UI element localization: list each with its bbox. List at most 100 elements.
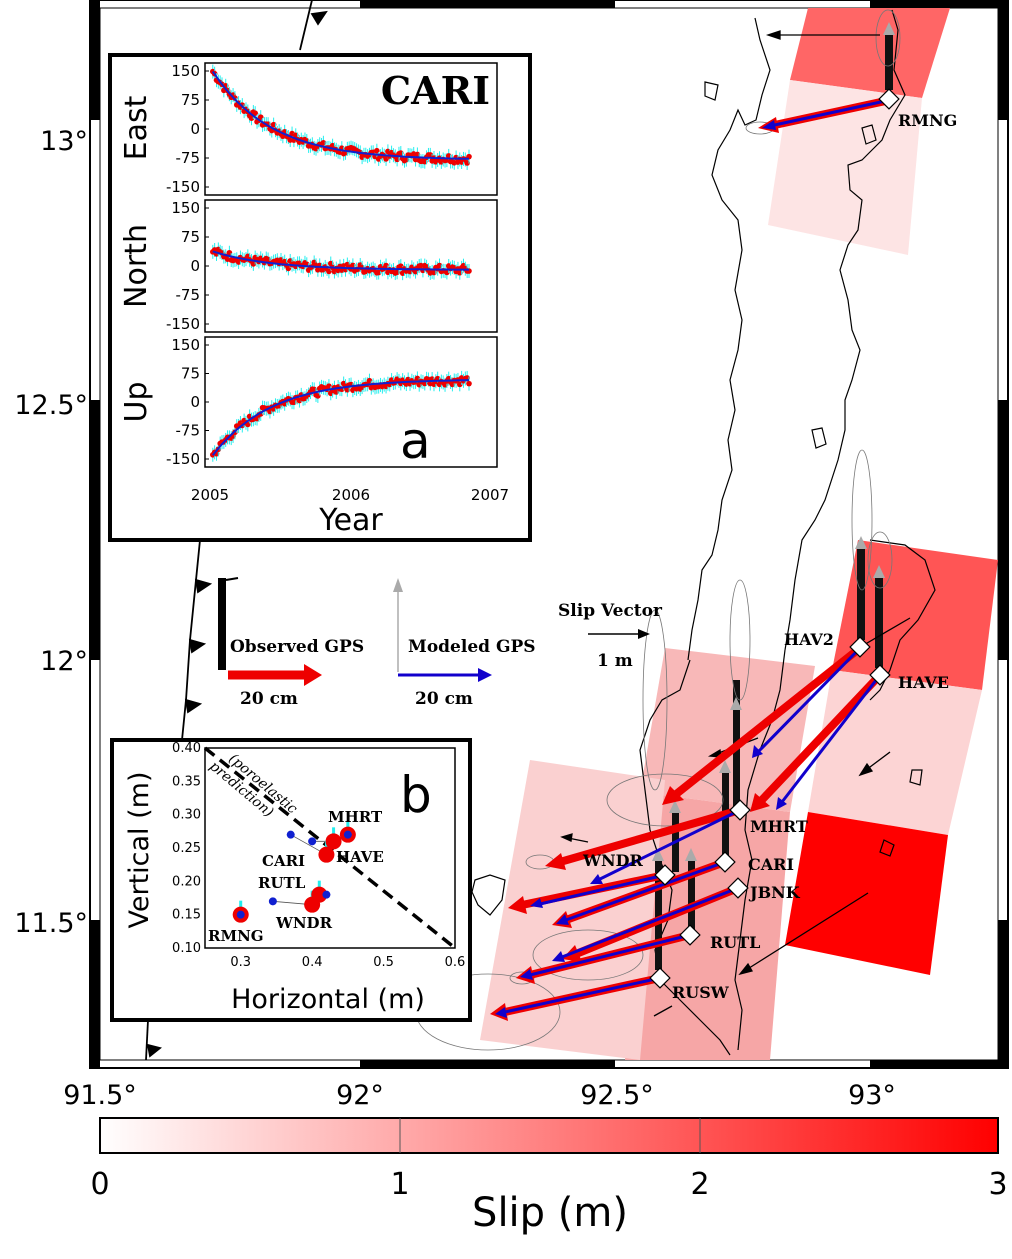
legend-modeled-scale: 20 cm: [415, 689, 473, 709]
inset-b-observed-point: [325, 833, 342, 850]
colorbar-tick: 3: [988, 1167, 1007, 1202]
station-marker-cari: [714, 851, 736, 873]
modeled-vector-jbnk: [561, 886, 739, 959]
inset-a-timeseries: [205, 64, 472, 462]
modeled-vector-mhrt: [597, 808, 741, 882]
inset-a-xlabel: Year: [318, 503, 383, 538]
modeled-vector-cari: [565, 860, 726, 922]
inset-b-modeled-point: [343, 830, 352, 839]
inset-a-y-tick: 0: [190, 257, 200, 275]
inset-b-modeled-point: [322, 890, 331, 899]
inset-a-observed-point: [252, 110, 258, 116]
modeled-vector-rutl: [529, 933, 691, 977]
inset-a-panel-label-up: Up: [119, 381, 154, 422]
inset-a-y-tick: 75: [181, 228, 200, 246]
inset-a-y-tick: 0: [190, 120, 200, 138]
station-marker-rutl: [679, 924, 701, 946]
station-label-hav2: HAV2: [784, 630, 834, 649]
station-label-jbnk: JBNK: [748, 883, 801, 902]
modeled-vector-have: [780, 674, 882, 803]
legend-slip-scale: 1 m: [597, 651, 633, 671]
inset-a-y-tick: 0: [190, 393, 200, 411]
inset-a-model-curve: [212, 379, 470, 456]
inset-b-modeled-point: [308, 837, 317, 846]
inset-b-y-tick: 0.20: [172, 874, 201, 889]
lon-tick-label: 92°: [336, 1080, 384, 1111]
lon-tick-label: 91.5°: [63, 1080, 137, 1111]
inset-a-panel-label-east: East: [119, 95, 154, 160]
inset-a-y-tick: -75: [176, 149, 201, 167]
inset-a-y-tick: -75: [176, 286, 201, 304]
lat-tick-label: 11.5°: [14, 908, 88, 939]
vertical-bar-hav2: [857, 548, 865, 640]
inset-b-y-tick: 0.10: [172, 941, 201, 956]
station-label-mhrt: MHRT: [750, 817, 808, 836]
modeled-vector-wndr: [539, 873, 666, 906]
inset-b-y-tick: 0.40: [172, 741, 201, 756]
inset-a-model-curve: [212, 250, 469, 271]
station-label-have: HAVE: [898, 673, 949, 692]
modeled-vector-hav2: [756, 646, 862, 754]
colorbar-tick: 0: [90, 1167, 109, 1202]
inset-b-x-tick: 0.6: [445, 955, 466, 970]
modeled-vector-rusw: [504, 976, 661, 1014]
legend-slip-label: Slip Vector: [558, 601, 663, 621]
inset-b-point-label: MHRT: [328, 808, 383, 826]
station-label-cari: CARI: [748, 855, 794, 874]
inset-a-x-tick: 2007: [471, 486, 509, 504]
inset-b-scatter: MHRT HAVE CARI RUTL WNDR RMNG: [203, 746, 457, 950]
colorbar-tick: 1: [390, 1167, 409, 1202]
inset-b-point-label: CARI: [262, 852, 305, 870]
inset-b-modeled-point: [236, 910, 245, 919]
station-markers: [649, 88, 900, 989]
legend: Observed GPS 20 cm Modeled GPS 20 cm Sli…: [218, 577, 663, 709]
inset-b-point-label: HAVE: [336, 848, 384, 866]
lon-tick-label: 92.5°: [580, 1080, 654, 1111]
colorbar-label: Slip (m): [472, 1190, 628, 1236]
inset-b-y-tick: 0.15: [172, 908, 201, 923]
inset-a-x-tick: 2006: [332, 486, 370, 504]
inset-b: MHRT HAVE CARI RUTL WNDR RMNG 0.3 0.4 0.5 0.6 0.4…: [110, 738, 472, 1022]
inset-b-modeled-point: [286, 830, 295, 839]
station-marker-mhrt: [729, 799, 751, 821]
inset-a-station-title: CARI: [381, 68, 490, 113]
station-label-rutl: RUTL: [710, 933, 760, 952]
observed-vector-mhrt: [558, 806, 742, 866]
colorbar: 0 1 2 3 Slip (m): [90, 1117, 1008, 1236]
inset-a-x-tick: 2005: [191, 486, 229, 504]
station-label-rusw: RUSW: [672, 983, 730, 1002]
inset-b-x-tick: 0.3: [230, 955, 251, 970]
colorbar-ramp: [99, 1117, 999, 1154]
inset-b-y-tick: 0.35: [172, 774, 201, 789]
inset-a-y-tick: -150: [166, 315, 200, 333]
lat-tick-label: 13°: [40, 126, 88, 157]
legend-modeled-label: Modeled GPS: [408, 637, 536, 657]
inset-b-x-tick: 0.4: [302, 955, 323, 970]
inset-b-point-label: WNDR: [275, 914, 333, 932]
lat-tick-label: 12°: [40, 646, 88, 677]
inset-b-point-label: RUTL: [258, 874, 306, 892]
inset-b-y-tick: 0.30: [172, 808, 201, 823]
gps-horizontal-vectors: [490, 96, 891, 1021]
inset-a-y-tick: 75: [181, 91, 200, 109]
inset-b-observed-point: [318, 846, 335, 863]
inset-b-modeled-point: [268, 897, 277, 906]
inset-b-ylabel: Vertical (m): [124, 771, 155, 928]
station-label-rmng: RMNG: [898, 111, 957, 130]
inset-b-x-tick: 0.5: [373, 955, 394, 970]
inset-b-y-tick: 0.25: [172, 841, 201, 856]
station-label-wndr: WNDR: [582, 851, 643, 870]
legend-vertical-bar: [218, 578, 226, 670]
inset-a-y-tick: -150: [166, 450, 200, 468]
station-marker-jbnk: [727, 877, 749, 899]
station-marker-rusw: [649, 967, 671, 989]
inset-a-y-tick: -150: [166, 178, 200, 196]
station-marker-hav2: [849, 636, 871, 658]
legend-observed-label: Observed GPS: [230, 637, 364, 657]
vertical-bar-rusw: [655, 860, 662, 970]
inset-b-point-label: RMNG: [208, 927, 264, 945]
observed-vector-hav2: [672, 644, 863, 799]
station-marker-have: [869, 664, 891, 686]
inset-a-panel-east: [204, 62, 498, 196]
